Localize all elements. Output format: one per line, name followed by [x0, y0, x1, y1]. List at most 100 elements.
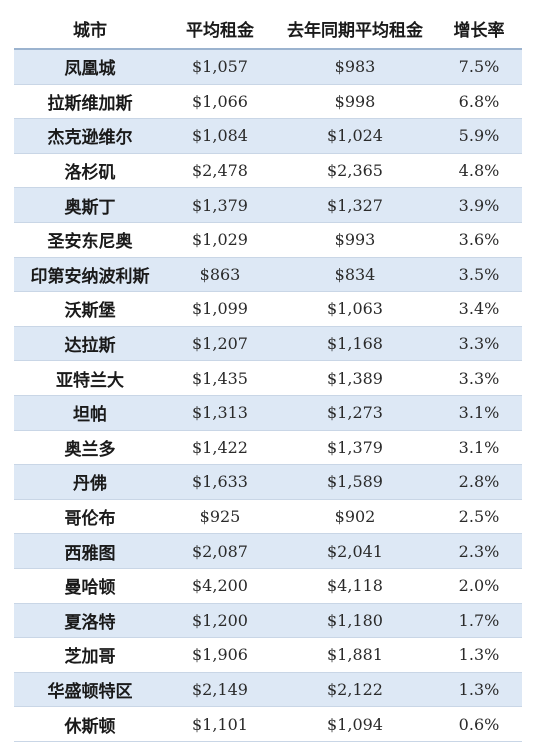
table-row: 拉斯维加斯 $1,066 $998 6.8%	[14, 84, 522, 120]
table-row: 沃斯堡 $1,099 $1,063 3.4%	[14, 291, 522, 327]
table-row: 哥伦布 $925 $902 2.5%	[14, 499, 522, 535]
city-cell: 西雅图	[14, 533, 166, 569]
avg-rent-cell: $1,435	[166, 360, 274, 396]
city-cell: 芝加哥	[14, 637, 166, 673]
city-cell: 亚特兰大	[14, 360, 166, 396]
table-row: 印第安纳波利斯 $863 $834 3.5%	[14, 257, 522, 293]
table-row: 圣安东尼奥 $1,029 $993 3.6%	[14, 222, 522, 258]
avg-rent-cell: $1,313	[166, 395, 274, 431]
table-row: 芝加哥 $1,906 $1,881 1.3%	[14, 637, 522, 673]
avg-rent-cell: $1,099	[166, 291, 274, 327]
avg-rent-cell: $1,066	[166, 84, 274, 120]
avg-rent-cell: $1,422	[166, 430, 274, 466]
avg-rent-cell: $4,200	[166, 568, 274, 604]
city-cell: 坦帕	[14, 395, 166, 431]
city-cell: 夏洛特	[14, 603, 166, 639]
last-year-rent-cell: $2,122	[274, 672, 436, 708]
growth-rate-cell: 3.5%	[436, 257, 522, 293]
table-row: 奥兰多 $1,422 $1,379 3.1%	[14, 430, 522, 466]
avg-rent-cell: $2,149	[166, 672, 274, 708]
last-year-rent-cell: $4,118	[274, 568, 436, 604]
last-year-rent-cell: $993	[274, 222, 436, 258]
last-year-rent-cell: $1,379	[274, 430, 436, 466]
avg-rent-cell: $2,478	[166, 153, 274, 189]
growth-rate-cell: 3.4%	[436, 291, 522, 327]
table-row: 曼哈顿 $4,200 $4,118 2.0%	[14, 568, 522, 604]
avg-rent-cell: $2,087	[166, 533, 274, 569]
avg-rent-cell: $1,084	[166, 118, 274, 154]
growth-rate-cell: 3.6%	[436, 222, 522, 258]
city-cell: 华盛顿特区	[14, 672, 166, 708]
city-cell: 奥兰多	[14, 430, 166, 466]
growth-rate-cell: 6.8%	[436, 84, 522, 120]
last-year-rent-cell: $1,180	[274, 603, 436, 639]
table-row: 坦帕 $1,313 $1,273 3.1%	[14, 395, 522, 431]
city-cell: 曼哈顿	[14, 568, 166, 604]
city-cell: 凤凰城	[14, 49, 166, 85]
growth-rate-cell: 4.8%	[436, 153, 522, 189]
table-body: 凤凰城 $1,057 $983 7.5% 拉斯维加斯 $1,066 $998 6.8% 杰克逊维…	[14, 49, 522, 742]
city-cell: 奥斯丁	[14, 187, 166, 223]
city-cell: 沃斯堡	[14, 291, 166, 327]
avg-rent-cell: $1,906	[166, 637, 274, 673]
growth-rate-cell: 2.3%	[436, 533, 522, 569]
growth-rate-cell: 2.0%	[436, 568, 522, 604]
growth-rate-cell: 1.3%	[436, 637, 522, 673]
growth-rate-cell: 3.1%	[436, 430, 522, 466]
last-year-rent-cell: $998	[274, 84, 436, 120]
rent-table: 城市 平均租金 去年同期平均租金 增长率 凤凰城 $1,057 $983 7.5% 拉斯…	[14, 8, 522, 742]
growth-rate-cell: 1.3%	[436, 672, 522, 708]
last-year-rent-cell: $983	[274, 49, 436, 85]
last-year-rent-cell: $834	[274, 257, 436, 293]
header-growth-rate: 增长率	[436, 8, 522, 50]
growth-rate-cell: 7.5%	[436, 49, 522, 85]
table-row: 亚特兰大 $1,435 $1,389 3.3%	[14, 360, 522, 396]
table-row: 杰克逊维尔 $1,084 $1,024 5.9%	[14, 118, 522, 154]
last-year-rent-cell: $1,168	[274, 326, 436, 362]
header-last-year-rent: 去年同期平均租金	[274, 8, 436, 50]
rent-table-container: 城市 平均租金 去年同期平均租金 增长率 凤凰城 $1,057 $983 7.5% 拉斯…	[14, 8, 522, 748]
growth-rate-cell: 0.6%	[436, 706, 522, 742]
table-row: 洛杉矶 $2,478 $2,365 4.8%	[14, 153, 522, 189]
table-row: 休斯顿 $1,101 $1,094 0.6%	[14, 706, 522, 742]
header-city: 城市	[14, 8, 166, 50]
growth-rate-cell: 3.3%	[436, 360, 522, 396]
table-row: 奥斯丁 $1,379 $1,327 3.9%	[14, 187, 522, 223]
table-row: 夏洛特 $1,200 $1,180 1.7%	[14, 603, 522, 639]
table-header: 城市 平均租金 去年同期平均租金 增长率	[14, 8, 522, 50]
avg-rent-cell: $1,207	[166, 326, 274, 362]
table-row: 西雅图 $2,087 $2,041 2.3%	[14, 533, 522, 569]
last-year-rent-cell: $1,024	[274, 118, 436, 154]
table-row: 达拉斯 $1,207 $1,168 3.3%	[14, 326, 522, 362]
table-row: 丹佛 $1,633 $1,589 2.8%	[14, 464, 522, 500]
avg-rent-cell: $1,057	[166, 49, 274, 85]
city-cell: 达拉斯	[14, 326, 166, 362]
table-row: 华盛顿特区 $2,149 $2,122 1.3%	[14, 672, 522, 708]
last-year-rent-cell: $902	[274, 499, 436, 535]
growth-rate-cell: 3.1%	[436, 395, 522, 431]
avg-rent-cell: $925	[166, 499, 274, 535]
growth-rate-cell: 1.7%	[436, 603, 522, 639]
last-year-rent-cell: $1,589	[274, 464, 436, 500]
city-cell: 印第安纳波利斯	[14, 257, 166, 293]
city-cell: 拉斯维加斯	[14, 84, 166, 120]
city-cell: 圣安东尼奥	[14, 222, 166, 258]
last-year-rent-cell: $1,881	[274, 637, 436, 673]
avg-rent-cell: $1,200	[166, 603, 274, 639]
avg-rent-cell: $1,101	[166, 706, 274, 742]
avg-rent-cell: $1,029	[166, 222, 274, 258]
last-year-rent-cell: $1,273	[274, 395, 436, 431]
header-row: 城市 平均租金 去年同期平均租金 增长率	[14, 8, 522, 50]
city-cell: 哥伦布	[14, 499, 166, 535]
city-cell: 休斯顿	[14, 706, 166, 742]
growth-rate-cell: 3.9%	[436, 187, 522, 223]
last-year-rent-cell: $2,041	[274, 533, 436, 569]
growth-rate-cell: 2.8%	[436, 464, 522, 500]
city-cell: 杰克逊维尔	[14, 118, 166, 154]
city-cell: 丹佛	[14, 464, 166, 500]
last-year-rent-cell: $1,327	[274, 187, 436, 223]
avg-rent-cell: $863	[166, 257, 274, 293]
growth-rate-cell: 5.9%	[436, 118, 522, 154]
last-year-rent-cell: $1,094	[274, 706, 436, 742]
last-year-rent-cell: $2,365	[274, 153, 436, 189]
